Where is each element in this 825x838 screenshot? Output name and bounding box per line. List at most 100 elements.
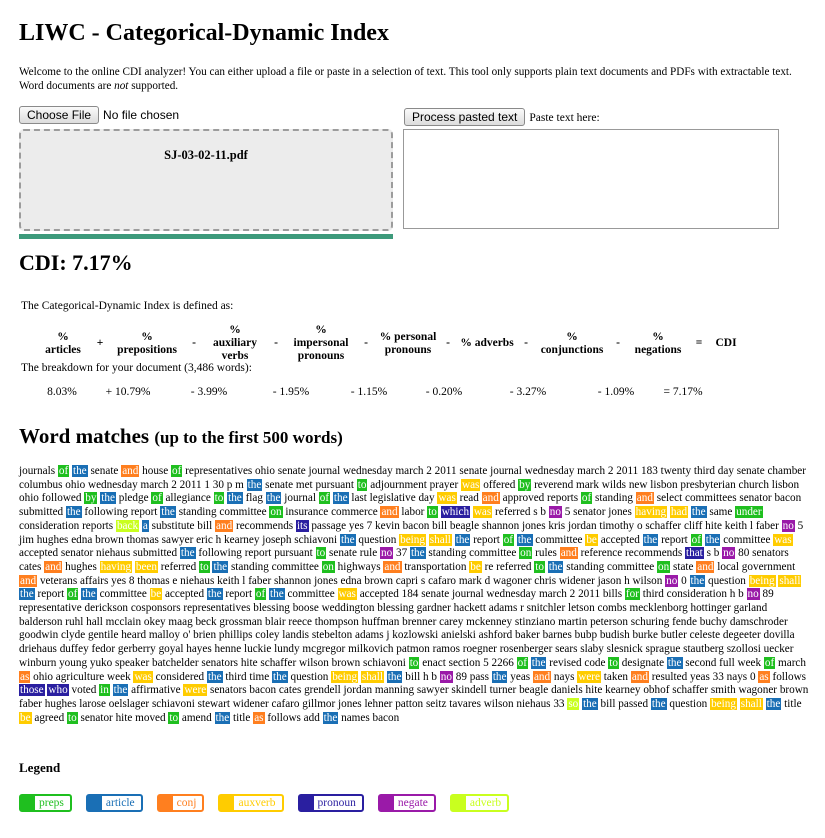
word-matches-heading: Word matches (up to the first 500 words) [19, 424, 343, 448]
paste-textarea[interactable] [403, 129, 779, 229]
word-match-article: the [265, 492, 282, 505]
word-match-auxverb: been [134, 560, 158, 573]
word-matches-text: journals of the senate and house of repr… [19, 465, 809, 724]
word-match-preps: on [269, 506, 283, 519]
word-match-article: the [339, 533, 356, 546]
upload-progress-bar [19, 234, 393, 239]
word-match-auxverb: be [469, 560, 482, 573]
breakdown-value: - 1.09% [597, 386, 635, 398]
word-match-article: the [81, 588, 97, 601]
formula-term: CDI [715, 337, 737, 349]
formula-term: % impersonal pronouns [293, 324, 349, 362]
emphasis-not: not [114, 79, 129, 92]
word-match-article: the [332, 492, 349, 505]
definition-text: The Categorical-Dynamic Index is defined… [21, 300, 234, 312]
paste-row: Process pasted text Paste text here: [404, 108, 600, 126]
word-match-conj: and [630, 670, 649, 683]
breakdown-value: - 1.95% [272, 386, 310, 398]
word-match-auxverb: was [133, 670, 153, 683]
legend-item-article: article [85, 794, 143, 812]
legend-item-pronoun: pronoun [297, 794, 364, 812]
breakdown-value: - 0.20% [425, 386, 463, 398]
word-match-conj: and [44, 560, 63, 573]
word-match-auxverb: being [748, 574, 776, 587]
word-match-article: the [689, 574, 706, 587]
word-match-article: the [650, 697, 667, 710]
word-match-article: the [491, 670, 508, 683]
word-match-auxverb: was [337, 588, 357, 601]
word-match-auxverb: being [331, 670, 359, 683]
word-match-article: the [516, 533, 533, 546]
word-match-preps: for [624, 588, 640, 601]
word-match-article: the [112, 684, 129, 697]
formula-term: + [96, 337, 104, 349]
word-match-article: the [386, 670, 403, 683]
word-match-auxverb: was [472, 506, 493, 519]
word-match-article: the [642, 533, 659, 546]
word-match-auxverb: having [99, 560, 133, 573]
word-match-preps: on [519, 547, 533, 560]
word-match-conj: and [481, 492, 500, 505]
word-match-preps: of [171, 465, 183, 477]
word-match-negate: no [379, 547, 394, 560]
formula-term: - [524, 337, 528, 349]
word-match-conj: as [19, 670, 31, 683]
word-match-auxverb: be [19, 711, 32, 724]
uploaded-filename: SJ-03-02-11.pdf [164, 148, 248, 162]
word-match-article: the [530, 656, 547, 669]
cdi-formula: % articles + % prepositions - % auxiliary ve… [35, 322, 745, 365]
legend-label: conj [176, 797, 197, 809]
word-match-auxverb: had [669, 506, 689, 519]
legend-item-conj: conj [156, 794, 205, 812]
legend: preps article conj auxverb pronoun negate adve… [19, 794, 510, 812]
word-match-pronoun: those [19, 684, 45, 697]
word-match-article: the [65, 506, 82, 519]
cdi-result: CDI: 7.17% [19, 250, 133, 275]
word-match-article: the [704, 533, 721, 546]
paste-label: Paste text here: [529, 112, 600, 124]
word-match-article: the [214, 711, 231, 724]
breakdown-values: 8.03% + 10.79% - 3.99% - 1.95% - 1.15% - 0.20… [35, 384, 709, 400]
word-match-adverb: back [115, 519, 140, 532]
legend-swatch [87, 796, 102, 810]
word-match-conj: and [532, 670, 552, 683]
word-match-preps: of [151, 492, 163, 505]
legend-item-negate: negate [377, 794, 436, 812]
word-match-article: the [179, 547, 196, 560]
word-match-article: the [269, 588, 285, 601]
word-match-conj: and [380, 506, 399, 519]
word-match-preps: to [534, 560, 545, 573]
process-pasted-text-button[interactable]: Process pasted text [404, 108, 526, 126]
word-match-preps: under [735, 506, 763, 519]
choose-file-button[interactable]: Choose File [19, 106, 100, 124]
word-match-preps: in [99, 684, 110, 697]
legend-item-adverb: adverb [449, 794, 510, 812]
word-match-preps: on [657, 560, 671, 573]
legend-label: preps [39, 797, 64, 809]
word-match-auxverb: shall [428, 533, 452, 546]
file-status: No file chosen [103, 108, 180, 122]
word-match-pronoun: which [440, 506, 471, 519]
word-match-negate: no [722, 547, 736, 560]
file-drop-zone[interactable]: SJ-03-02-11.pdf [19, 129, 393, 231]
formula-term: = [695, 337, 703, 349]
word-match-article: the [690, 506, 707, 519]
legend-swatch [21, 796, 35, 810]
word-match-conj: and [696, 560, 715, 573]
legend-label: auxverb [238, 797, 276, 809]
word-match-article: the [246, 478, 263, 491]
legend-item-preps: preps [19, 794, 72, 812]
formula-term: % conjunctions [540, 330, 604, 356]
word-match-preps: to [168, 711, 180, 724]
word-match-article: the [206, 670, 223, 683]
formula-term: % prepositions [117, 330, 177, 356]
word-match-preps: of [57, 465, 70, 477]
word-match-conj: and [559, 547, 578, 560]
formula-term: % negations [634, 330, 682, 356]
word-match-preps: to [213, 492, 225, 505]
breakdown-value: - 3.99% [190, 386, 228, 398]
word-match-auxverb: was [461, 478, 481, 491]
breakdown-value: - 3.27% [509, 386, 547, 398]
breakdown-value: 8.03% [47, 386, 77, 398]
word-match-auxverb: was [437, 492, 457, 505]
